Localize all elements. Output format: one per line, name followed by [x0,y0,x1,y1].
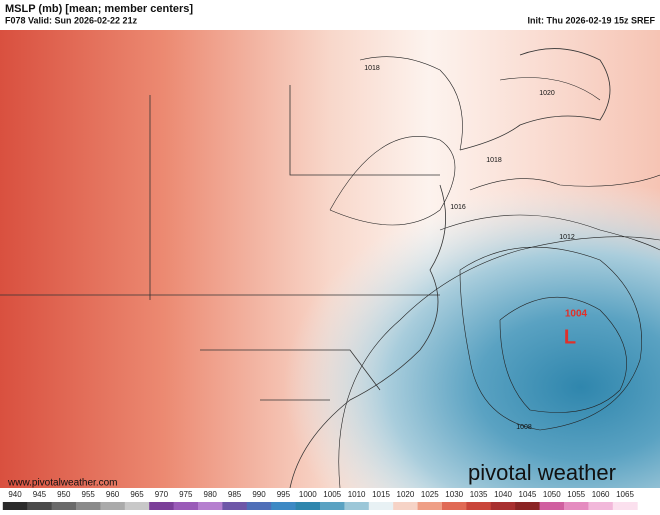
colorbar-tick-label: 1030 [445,490,463,499]
colorbar-tick-label: 1010 [348,490,366,499]
colorbar-tick-label: 960 [106,490,120,499]
colorbar-tick-label: 1050 [543,490,561,499]
colorbar-swatch [466,502,492,510]
colorbar-swatch [173,502,199,510]
colorbar-tick-label: 980 [204,490,218,499]
colorbar-swatch [344,502,370,510]
colorbar-swatch [271,502,297,510]
colorbar-swatch [222,502,248,510]
colorbar-swatch [539,502,565,510]
colorbar-swatch [246,502,272,510]
colorbar-tick-label: 940 [8,490,22,499]
colorbar-swatch [51,502,77,510]
colorbar-swatch [100,502,126,510]
colorbar-tick-label: 1055 [567,490,585,499]
watermark: www.pivotalweather.com [7,478,118,489]
low-symbol: L [564,326,576,348]
colorbar-swatch [442,502,467,510]
colorbar-tick-label: 1005 [323,490,341,499]
colorbar-swatch [27,502,53,510]
colorbar-tick-label: 1025 [421,490,439,499]
isobar-label: 1020 [539,90,555,97]
title: MSLP (mb) [mean; member centers] [5,3,193,15]
colorbar-tick-label: 1000 [299,490,317,499]
colorbar-tick-label: 945 [33,490,47,499]
isobar-label: 1018 [486,157,502,164]
isobar-label: 1008 [516,424,532,431]
colorbar-swatch [198,502,223,510]
map: L 1004 www.pivotalweather.com pivotal we… [0,30,660,489]
colorbar-swatch [612,502,638,510]
colorbar-swatch [490,502,516,510]
isobar-label: 1018 [364,65,380,72]
colorbar-swatch [564,502,589,510]
colorbar-tick-label: 965 [130,490,144,499]
colorbar-swatch [149,502,175,510]
colorbar-swatch [417,502,443,510]
colorbar-swatch [76,502,101,510]
colorbar-swatch [368,502,394,510]
colorbar-tick-label: 985 [228,490,242,499]
colorbar-tick-label: 1040 [494,490,512,499]
colorbar-swatch [124,502,150,510]
colorbar-tick-label: 1020 [397,490,415,499]
colorbar-swatch [295,502,321,510]
colorbar-tick-label: 1015 [372,490,390,499]
colorbar-tick-label: 1035 [470,490,488,499]
colorbar-swatch [393,502,419,510]
colorbar-tick-label: 1065 [616,490,634,499]
colorbar-tick-label: 990 [252,490,266,499]
colorbar-swatch [515,502,541,510]
colorbar-tick-label: 1060 [592,490,610,499]
low-pressure: 1004 [565,309,588,320]
valid-time: F078 Valid: Sun 2026-02-22 21z [5,15,138,25]
init-time: Init: Thu 2026-02-19 15z SREF [527,15,655,25]
colorbar-tick-label: 1045 [519,490,537,499]
colorbar-swatch [2,502,28,510]
colorbar-swatch [588,502,614,510]
isobar-label: 1016 [450,204,466,211]
colorbar-tick-label: 955 [82,490,96,499]
colorbar-tick-label: 975 [179,490,193,499]
colorbar-tick-label: 995 [277,490,291,499]
colorbar-tick-label: 970 [155,490,169,499]
colorbar-swatch [320,502,345,510]
isobar-label: 1012 [559,234,575,241]
logo: pivotal weather [468,460,616,485]
colorbar-tick-label: 950 [57,490,71,499]
